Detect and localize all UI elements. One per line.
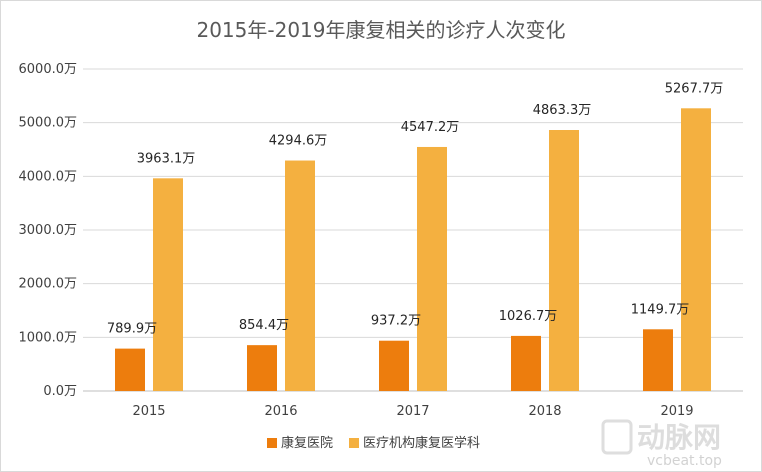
data-label: 789.9万 xyxy=(107,322,157,337)
x-tick-label: 2017 xyxy=(396,404,429,419)
legend-label-rehab-hospital: 康复医院 xyxy=(281,435,333,451)
x-tick-label: 2018 xyxy=(528,404,561,419)
gridlines xyxy=(83,68,743,392)
bar-rehab-hospital-2018 xyxy=(511,335,541,391)
y-tick-label: 3000.0万 xyxy=(19,223,78,238)
y-tick-label: 5000.0万 xyxy=(19,116,78,131)
data-labels: 789.9万 3963.1万 854.4万 4294.6万 937.2万 4547.2万 1… xyxy=(107,81,723,336)
legend-swatch-rehab-department xyxy=(349,438,359,448)
bar-rehab-department-2019 xyxy=(681,108,711,391)
bar-rehab-hospital-2015 xyxy=(115,348,145,391)
watermark-site: vcbeat.top xyxy=(647,453,722,469)
x-tick-label: 2019 xyxy=(660,404,693,419)
bar-rehab-hospital-2016 xyxy=(247,345,277,391)
data-label: 4547.2万 xyxy=(401,120,460,135)
bars xyxy=(115,108,711,391)
data-label: 1026.7万 xyxy=(499,309,558,324)
legend-swatch-rehab-hospital xyxy=(267,438,277,448)
data-label: 4294.6万 xyxy=(269,134,328,149)
bar-rehab-hospital-2019 xyxy=(643,329,673,391)
watermark-brand: 动脉网 xyxy=(637,421,721,454)
y-tick-label: 1000.0万 xyxy=(19,330,78,345)
y-tick-label: 6000.0万 xyxy=(19,62,78,77)
x-axis-tick-labels: 2015 2016 2017 2018 2019 xyxy=(132,404,693,419)
data-label: 1149.7万 xyxy=(631,302,690,317)
bar-rehab-hospital-2017 xyxy=(379,340,409,391)
bar-rehab-department-2015 xyxy=(153,178,183,391)
y-tick-label: 4000.0万 xyxy=(19,169,78,184)
legend-label-rehab-department: 医疗机构康复医学科 xyxy=(363,435,480,451)
data-label: 937.2万 xyxy=(371,314,421,329)
data-label: 4863.3万 xyxy=(533,103,592,118)
legend: 康复医院 医疗机构康复医学科 xyxy=(267,435,480,451)
y-tick-label: 2000.0万 xyxy=(19,277,78,292)
data-label: 5267.7万 xyxy=(665,81,724,96)
data-label: 3963.1万 xyxy=(137,151,196,166)
data-label: 854.4万 xyxy=(239,318,289,333)
bar-rehab-department-2017 xyxy=(417,146,447,391)
bar-rehab-department-2016 xyxy=(285,160,315,391)
y-axis-tick-labels: 0.0万 1000.0万 2000.0万 3000.0万 4000.0万 5000.0万 6… xyxy=(19,62,78,399)
chart-title: 2015年-2019年康复相关的诊疗人次变化 xyxy=(196,18,565,42)
y-tick-label: 0.0万 xyxy=(43,384,77,399)
watermark-logo-icon xyxy=(601,419,633,455)
bar-rehab-department-2018 xyxy=(549,130,579,391)
x-tick-label: 2016 xyxy=(264,404,297,419)
x-tick-label: 2015 xyxy=(132,404,165,419)
